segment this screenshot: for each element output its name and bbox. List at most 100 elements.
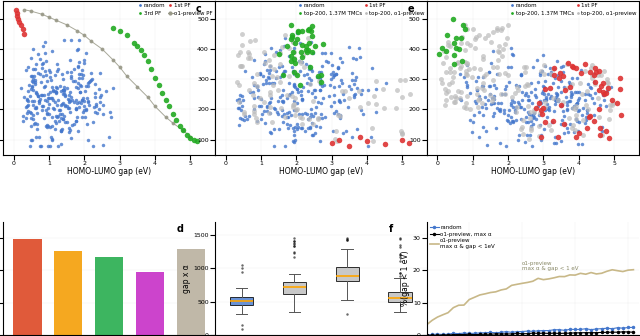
o1-preview, max α <box>603 330 611 334</box>
Point <box>596 83 606 88</box>
Point <box>461 106 471 111</box>
Point <box>554 71 564 76</box>
Point <box>122 33 132 38</box>
Point <box>495 28 506 33</box>
Point <box>271 74 282 79</box>
Point <box>460 59 470 65</box>
Point <box>49 105 59 111</box>
Point <box>538 84 548 89</box>
o1-preview, max α <box>513 332 521 336</box>
Point <box>529 107 540 113</box>
Point <box>74 60 84 65</box>
Point <box>289 82 300 87</box>
Point <box>462 72 472 78</box>
Point <box>545 96 556 101</box>
Point <box>282 111 292 116</box>
Point <box>31 104 41 110</box>
Point <box>56 102 67 108</box>
Point <box>549 140 559 146</box>
Point <box>47 95 57 101</box>
Point <box>297 96 307 102</box>
Legend: random, o1-preview, max α, o1-preview
max α & gap < 1eV: random, o1-preview, max α, o1-preview ma… <box>428 223 497 251</box>
Point <box>45 70 55 75</box>
Point <box>570 107 580 112</box>
Point <box>265 110 275 116</box>
Point <box>248 103 259 108</box>
o1-preview
max α & gap < 1eV <box>434 315 442 319</box>
Point <box>460 26 470 32</box>
Point <box>321 59 332 64</box>
Point <box>64 129 74 134</box>
Point <box>545 85 555 90</box>
Point <box>461 100 471 106</box>
Point <box>601 90 611 95</box>
Point <box>310 88 320 93</box>
Point <box>30 79 40 84</box>
Point <box>369 93 380 98</box>
Point <box>488 49 498 54</box>
Point <box>530 92 540 97</box>
Point <box>324 94 334 99</box>
o1-preview, max α <box>561 331 568 335</box>
Point <box>294 114 305 120</box>
Point <box>540 64 550 69</box>
Point <box>66 75 76 81</box>
Point <box>29 120 40 126</box>
Point <box>559 122 569 127</box>
Point <box>28 103 38 108</box>
Point <box>556 121 566 126</box>
Point <box>301 111 312 117</box>
o1-preview
max α & gap < 1eV <box>598 271 605 275</box>
Point <box>436 45 447 50</box>
Point <box>38 103 49 109</box>
Point <box>518 117 529 123</box>
Point <box>293 124 303 130</box>
Point <box>615 75 625 80</box>
Point <box>275 126 285 131</box>
Point <box>55 112 65 117</box>
o1-preview
max α & gap < 1eV <box>486 291 494 295</box>
Point <box>546 127 556 133</box>
Point <box>90 101 100 107</box>
Point <box>438 60 448 65</box>
Point <box>515 102 525 107</box>
random <box>476 331 484 335</box>
Point <box>313 115 323 120</box>
Point <box>244 88 254 93</box>
Point <box>28 87 38 92</box>
Point <box>52 102 63 108</box>
Point <box>283 114 293 119</box>
o1-preview, max α <box>444 333 452 336</box>
Point <box>492 85 502 91</box>
Point <box>541 106 552 111</box>
Point <box>590 79 600 84</box>
Point <box>56 142 67 147</box>
Point <box>568 105 578 110</box>
Point <box>452 60 463 66</box>
Point <box>349 92 359 97</box>
Point <box>267 120 277 125</box>
Point <box>588 62 598 68</box>
Point <box>57 101 67 107</box>
Point <box>461 82 472 88</box>
Point <box>84 78 95 84</box>
o1-preview
max α & gap < 1eV <box>540 278 547 282</box>
Point <box>22 104 32 109</box>
Point <box>65 98 75 104</box>
Point <box>614 87 625 92</box>
Point <box>582 82 593 87</box>
Point <box>266 89 276 95</box>
Point <box>572 106 582 111</box>
Point <box>616 113 626 118</box>
Point <box>22 96 32 101</box>
Point <box>65 57 75 63</box>
Point <box>522 133 532 138</box>
Point <box>508 52 518 58</box>
Point <box>317 51 327 56</box>
Point <box>316 70 326 75</box>
Point <box>585 113 595 118</box>
Point <box>328 70 338 75</box>
Point <box>36 79 47 85</box>
Point <box>44 101 54 107</box>
Point <box>28 122 38 127</box>
